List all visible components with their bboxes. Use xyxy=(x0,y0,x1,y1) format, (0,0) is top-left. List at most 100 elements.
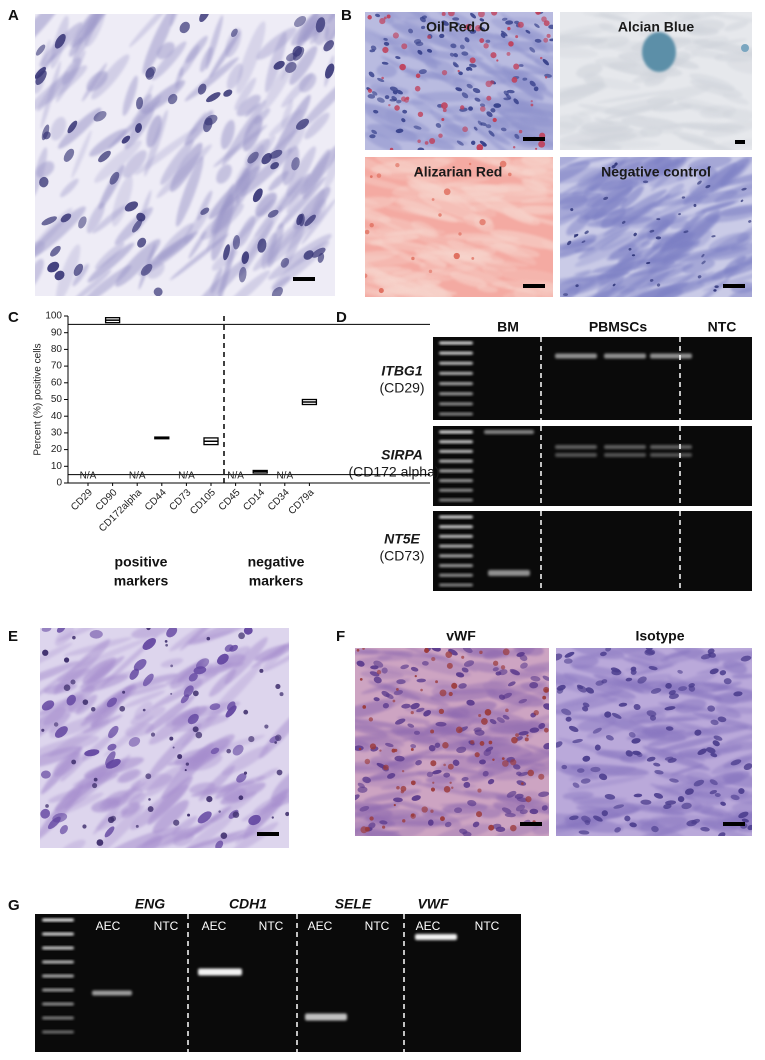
micrograph xyxy=(365,12,553,150)
stain-dot xyxy=(365,273,368,278)
nucleus xyxy=(226,701,236,711)
cell-body xyxy=(401,207,465,223)
y-tick-label: 0 xyxy=(56,478,62,489)
cell-body xyxy=(463,790,529,802)
stain-dot xyxy=(431,656,436,662)
stain-dot xyxy=(275,734,282,742)
nucleus xyxy=(462,648,473,653)
cell-body xyxy=(425,775,457,784)
scale-bar xyxy=(523,137,545,141)
cell-body xyxy=(736,222,752,242)
nucleus xyxy=(466,699,475,706)
cell-body xyxy=(661,214,720,252)
cell-body xyxy=(258,702,289,759)
stain-dot xyxy=(417,139,421,143)
cell-body xyxy=(175,156,204,227)
cell-body xyxy=(59,839,86,848)
nucleus xyxy=(633,703,641,710)
nucleus xyxy=(707,705,716,712)
stain-dot xyxy=(169,736,174,741)
stain-dot xyxy=(500,665,506,670)
nucleus xyxy=(710,719,719,726)
x-tick-label: CD79a xyxy=(287,487,317,517)
cell-body xyxy=(637,12,673,27)
cell-body xyxy=(495,822,541,836)
stain-dot xyxy=(501,757,505,761)
nucleus xyxy=(474,97,481,102)
nucleus xyxy=(373,660,384,668)
cell-body xyxy=(450,271,488,288)
cell-body xyxy=(365,173,410,191)
gel-band xyxy=(439,498,473,502)
stain-dot xyxy=(510,759,517,766)
nucleus xyxy=(303,250,314,260)
nucleus xyxy=(741,818,749,823)
nucleus xyxy=(567,240,572,246)
cell-body xyxy=(560,195,588,210)
stain-dot xyxy=(492,117,497,123)
cell-body xyxy=(523,744,549,757)
y-axis-label: Percent (%) positive cells xyxy=(33,343,44,455)
nucleus xyxy=(611,712,622,719)
cell-body xyxy=(404,130,468,145)
nucleus xyxy=(376,97,385,103)
nucleus xyxy=(60,213,72,223)
cell-body xyxy=(560,211,582,228)
cell-body xyxy=(365,196,379,206)
stain-dot xyxy=(82,699,89,705)
nucleus xyxy=(631,254,636,257)
nucleus xyxy=(709,668,719,675)
stain-dot xyxy=(463,24,469,30)
nucleus xyxy=(203,117,213,133)
nucleus xyxy=(371,129,378,135)
nucleus xyxy=(40,770,51,779)
nucleus xyxy=(561,708,572,716)
x-tick-label: CD45 xyxy=(217,487,243,513)
cell-body xyxy=(72,263,90,287)
stain-dot xyxy=(543,20,550,27)
cell-body xyxy=(648,268,676,283)
gel-band xyxy=(439,525,473,529)
cell-body xyxy=(300,73,335,129)
cell-body xyxy=(225,28,242,58)
cell-body xyxy=(731,673,752,679)
nucleus xyxy=(456,140,464,146)
cell-body xyxy=(86,202,105,234)
cell-body xyxy=(144,109,168,177)
x-tick-label: CD105 xyxy=(188,487,218,517)
nucleus xyxy=(407,723,415,728)
stain-dot xyxy=(515,733,519,738)
stain-dot xyxy=(122,690,126,694)
stain-dot xyxy=(142,708,146,712)
nucleus xyxy=(248,814,261,826)
nucleus xyxy=(477,120,483,126)
nucleus xyxy=(538,723,546,729)
nucleus xyxy=(458,683,467,689)
cell-body xyxy=(604,97,674,115)
stain-dot xyxy=(400,785,407,792)
gel-band xyxy=(439,469,473,473)
cell-body xyxy=(578,226,630,260)
nucleus xyxy=(40,808,50,819)
cell-body xyxy=(160,658,184,668)
cell-body xyxy=(445,182,510,192)
stain-dot xyxy=(479,218,486,226)
nucleus xyxy=(93,111,107,122)
lane-header: NTC xyxy=(708,319,737,335)
nucleus xyxy=(529,808,539,815)
nucleus xyxy=(441,20,449,26)
micrograph xyxy=(35,14,335,296)
cell-body xyxy=(142,14,176,75)
stain-dot xyxy=(474,752,480,758)
cell-body xyxy=(617,247,661,262)
stain-dot xyxy=(259,668,264,673)
cell-body xyxy=(658,672,717,696)
stain-dot xyxy=(415,73,421,79)
nucleus xyxy=(304,214,316,227)
nucleus xyxy=(565,716,572,722)
cell-body xyxy=(188,231,207,259)
micrograph xyxy=(365,157,553,297)
gel-band xyxy=(439,544,473,548)
stain-dot xyxy=(535,12,541,15)
cell-body xyxy=(366,274,391,288)
